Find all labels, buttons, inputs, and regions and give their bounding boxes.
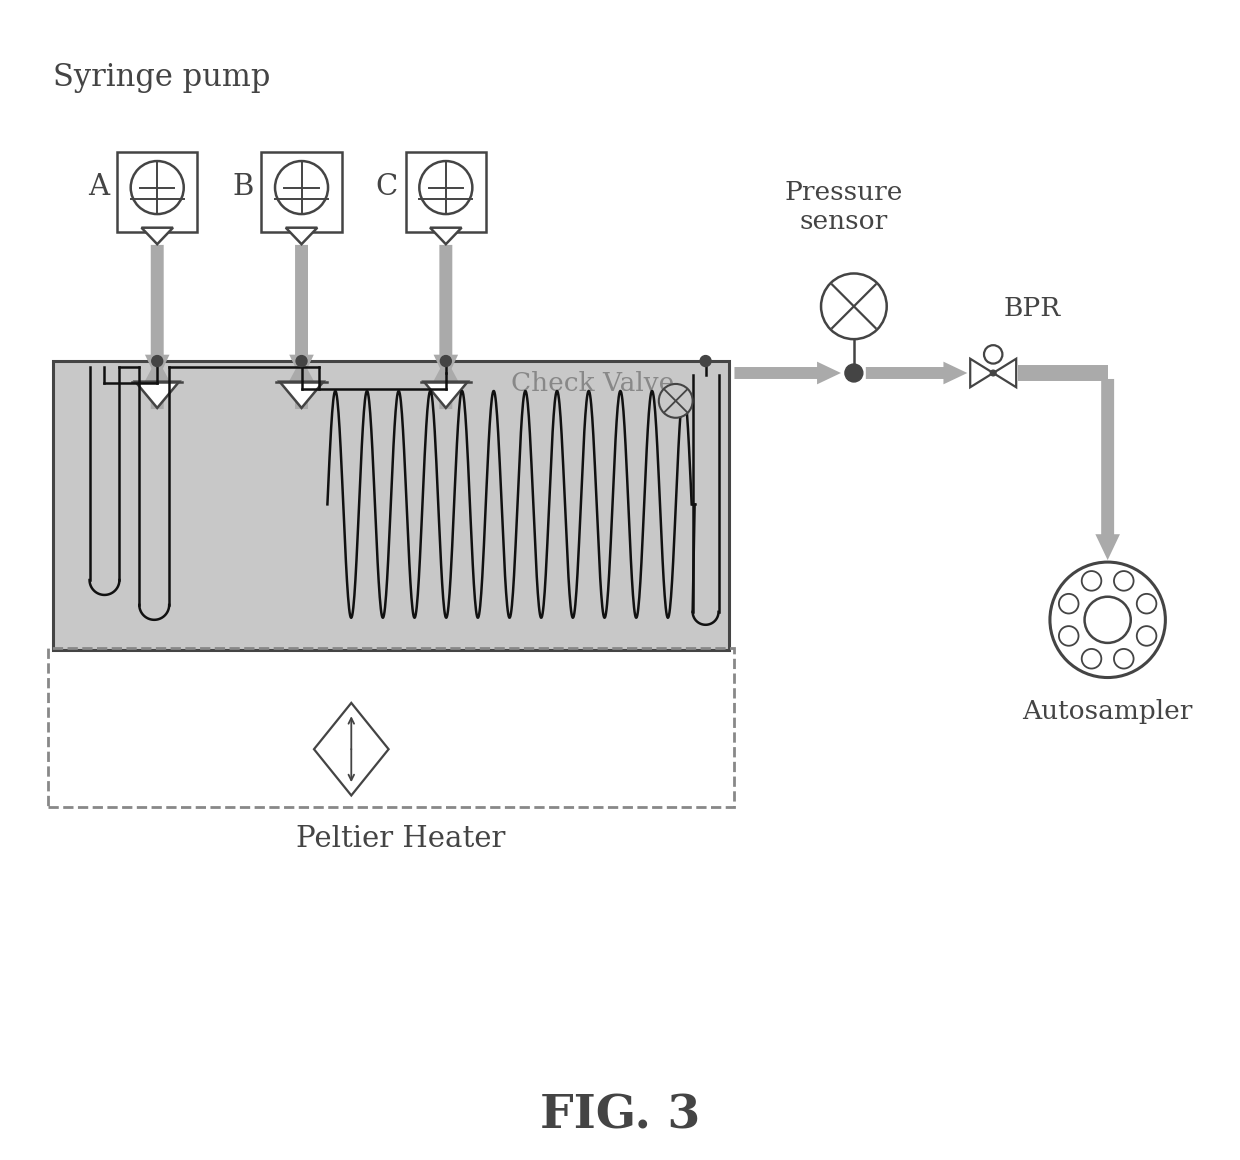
Polygon shape [314, 703, 388, 796]
Circle shape [1059, 626, 1079, 646]
Polygon shape [285, 227, 317, 244]
Circle shape [151, 356, 162, 367]
FancyArrow shape [289, 358, 314, 409]
Text: FIG. 3: FIG. 3 [539, 1093, 701, 1138]
Circle shape [296, 356, 308, 367]
FancyArrow shape [434, 245, 458, 380]
Bar [53, 361, 729, 650]
FancyArrow shape [145, 358, 170, 409]
Polygon shape [993, 358, 1017, 387]
Polygon shape [430, 227, 461, 244]
Circle shape [658, 384, 693, 418]
Circle shape [1137, 594, 1157, 614]
Text: Peltier Heater: Peltier Heater [296, 825, 506, 853]
Circle shape [419, 161, 472, 215]
Text: Check Valve: Check Valve [511, 371, 673, 397]
Text: B: B [232, 173, 254, 201]
FancyArrow shape [434, 358, 458, 409]
Circle shape [821, 274, 887, 339]
FancyArrow shape [866, 362, 967, 384]
Circle shape [701, 356, 711, 367]
Text: BPR: BPR [1003, 296, 1060, 321]
Circle shape [1137, 626, 1157, 646]
Circle shape [844, 364, 863, 382]
Circle shape [440, 356, 451, 367]
Circle shape [1114, 571, 1133, 590]
Circle shape [985, 346, 1002, 363]
FancyArrow shape [734, 362, 841, 384]
Circle shape [275, 161, 329, 215]
Text: C: C [376, 173, 398, 201]
Bar [117, 152, 197, 232]
Text: Syringe pump: Syringe pump [53, 61, 270, 93]
Polygon shape [280, 382, 324, 408]
Circle shape [1059, 594, 1079, 614]
FancyArrow shape [145, 245, 170, 380]
Circle shape [1085, 596, 1131, 643]
Circle shape [1114, 648, 1133, 668]
Polygon shape [970, 358, 993, 387]
FancyArrow shape [1095, 379, 1120, 560]
Bar [405, 152, 486, 232]
Circle shape [1081, 648, 1101, 668]
Circle shape [1081, 571, 1101, 590]
FancyArrow shape [289, 245, 314, 380]
Text: Pressure
sensor: Pressure sensor [785, 180, 903, 234]
Bar [262, 152, 342, 232]
Circle shape [1050, 563, 1166, 677]
Circle shape [130, 161, 184, 215]
Bar [48, 647, 734, 807]
Text: Autosampler: Autosampler [1023, 698, 1193, 724]
Circle shape [991, 370, 996, 376]
Text: A: A [88, 173, 109, 201]
Polygon shape [141, 227, 174, 244]
Polygon shape [135, 382, 179, 408]
Polygon shape [424, 382, 467, 408]
